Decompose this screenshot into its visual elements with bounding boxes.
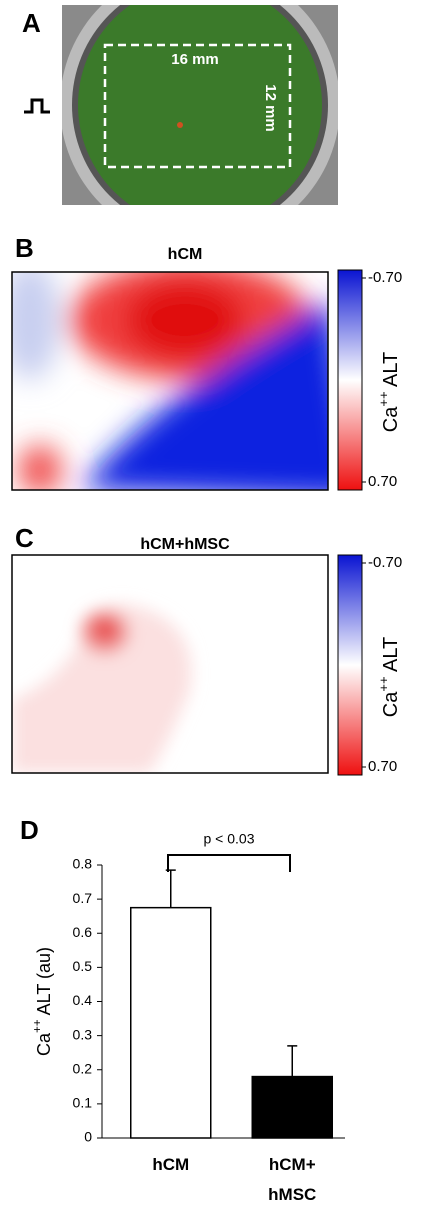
y-tick-label: 0.3	[73, 1026, 93, 1042]
stim-icon	[24, 98, 50, 114]
axis-label: Ca++ ALT	[376, 352, 402, 432]
annotation: p < 0.03	[204, 831, 255, 847]
superscript: ++	[31, 1019, 44, 1033]
y-tick-label: 0	[84, 1129, 92, 1145]
colorbar-tick-label: -0.70	[368, 554, 402, 571]
heatmap-image	[12, 272, 328, 490]
heatmap-frame	[11, 554, 329, 774]
colorbar-tick-label: -0.70	[368, 269, 402, 286]
panel-title: hCM+hMSC	[140, 536, 230, 553]
y-tick-label: 0.2	[73, 1060, 93, 1076]
bar	[251, 1075, 333, 1139]
colorbar-tick-label: 0.70	[368, 758, 397, 775]
error-bar	[287, 1045, 298, 1077]
roi-box	[103, 43, 292, 169]
width-label: 16 mm	[171, 51, 219, 68]
panel-label: C	[15, 523, 34, 553]
significance-bracket	[167, 854, 291, 872]
y-tick-label: 0.6	[73, 924, 93, 940]
heatmap-image	[12, 555, 328, 773]
axis-label-part: Ca	[380, 691, 402, 717]
photo	[62, 5, 338, 205]
axis-label-part: Ca	[380, 406, 402, 432]
panel-label: A	[22, 8, 41, 38]
x-tick-label: hCM+ hMSC	[268, 1155, 317, 1204]
axis-label: Ca++ ALT	[376, 637, 402, 717]
axis-label: Ca++ ALT (au)	[31, 947, 54, 1056]
superscript: ++	[376, 391, 391, 406]
y-tick-label: 0.8	[73, 856, 93, 872]
axis-label-part: ALT	[380, 637, 402, 677]
colorbar	[337, 554, 363, 776]
colorbar-tick-label: 0.70	[368, 473, 397, 490]
axis-label-part: ALT (au)	[34, 947, 54, 1019]
panel-title: hCM	[168, 246, 203, 263]
panel-label: B	[15, 233, 34, 263]
superscript: ++	[376, 676, 391, 691]
error-bar	[165, 869, 176, 908]
panel-label: D	[20, 815, 39, 845]
y-tick-label: 0.4	[73, 992, 93, 1008]
x-tick-label: hCM	[152, 1155, 190, 1174]
height-label: 12 mm	[262, 84, 279, 132]
axis-label-part: Ca	[34, 1032, 54, 1056]
heatmap-frame	[11, 271, 329, 491]
y-tick-label: 0.5	[73, 958, 93, 974]
bar	[130, 906, 212, 1139]
y-tick-label: 0.1	[73, 1095, 93, 1111]
y-tick-label: 0.7	[73, 890, 93, 906]
axis-label-part: ALT	[380, 352, 402, 392]
colorbar	[337, 269, 363, 491]
